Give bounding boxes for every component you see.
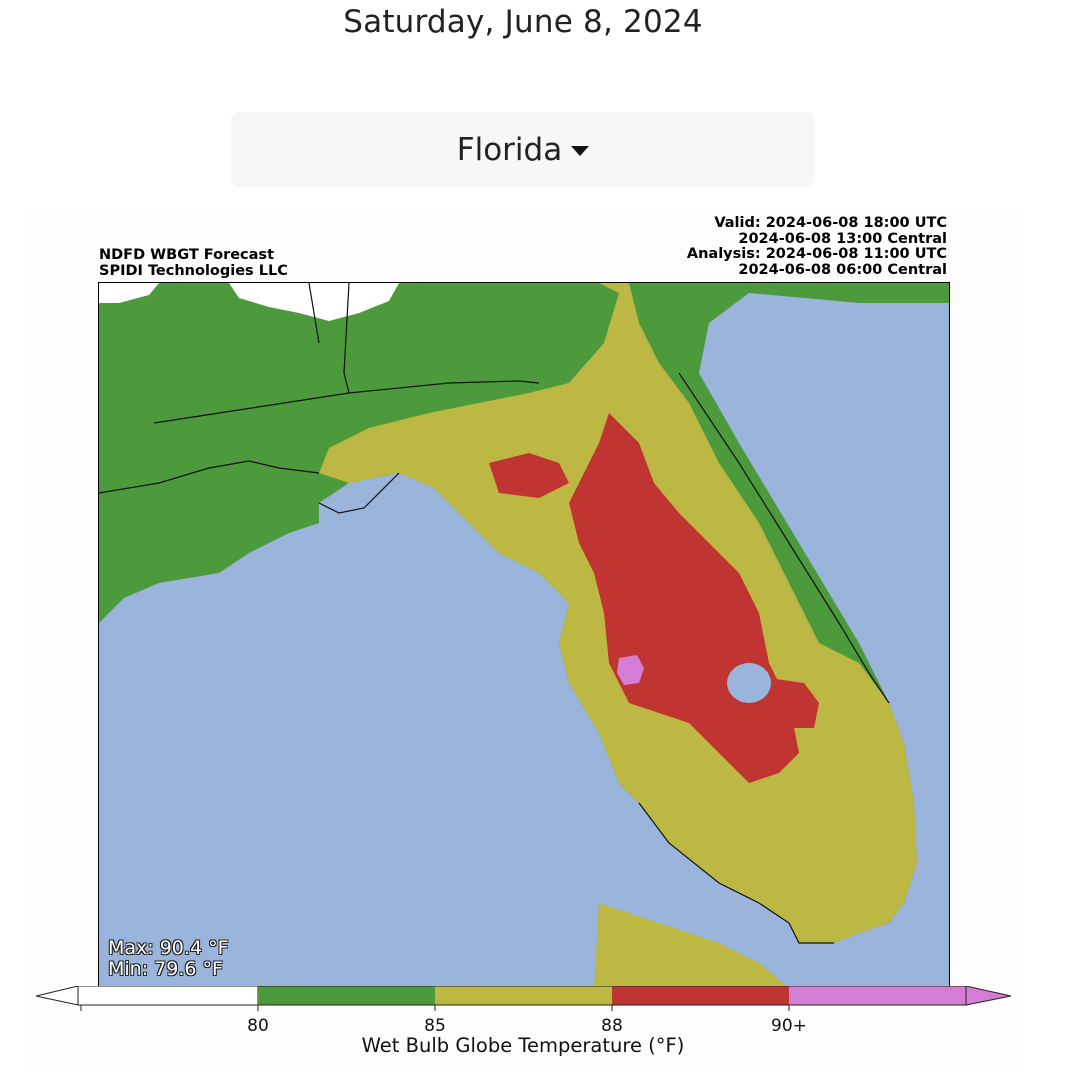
map-stats: Max: 90.4 °F Min: 79.6 °F [108, 938, 229, 980]
coastline [99, 372, 890, 944]
colorbar-tick-label-90: 90+ [771, 1016, 807, 1036]
colorbar-tick-label-85: 85 [424, 1016, 446, 1036]
state-boundary [153, 283, 540, 424]
caret-down-icon[interactable] [571, 145, 590, 156]
valid-utc: Valid: 2024-06-08 18:00 UTC [714, 215, 947, 231]
below-80-zone-north-2 [229, 283, 399, 321]
colorbar-bin-80-85 [258, 986, 435, 1005]
analysis-utc: Analysis: 2024-06-08 11:00 UTC [686, 246, 947, 262]
page-title: Saturday, June 8, 2024 [343, 4, 703, 40]
heat-zone-88-90-east [764, 678, 819, 728]
map-svg [99, 283, 949, 988]
colorbar-right-arrow [965, 986, 1011, 1006]
min-value: Min: 79.6 °F [108, 958, 223, 980]
figure-left-header: NDFD WBGT Forecast SPIDI Technologies LL… [99, 247, 288, 279]
colorbar-bin-90-plus [789, 986, 966, 1005]
wbgt-map [98, 282, 950, 989]
colorbar-bin-88-90 [612, 986, 789, 1005]
region-dropdown[interactable]: Florida [231, 112, 815, 187]
region-dropdown-label: Florida [456, 131, 563, 168]
wbgt-forecast-figure: NDFD WBGT Forecast SPIDI Technologies LL… [28, 208, 1018, 1068]
colorbar-bin-below-80 [77, 986, 259, 1006]
colorbar-title: Wet Bulb Globe Temperature (°F) [361, 1034, 685, 1057]
colorbar [36, 986, 1011, 1011]
colorbar-bin-85-88 [435, 986, 612, 1005]
valid-central: 2024-06-08 13:00 Central [738, 230, 947, 247]
colorbar-tick-label-80: 80 [247, 1016, 269, 1036]
florida-keys [594, 903, 789, 988]
colorbar-left-arrow [36, 986, 79, 1006]
lake-okeechobee [727, 663, 771, 703]
colorbar-tick-label-88: 88 [601, 1016, 623, 1036]
analysis-central: 2024-06-08 06:00 Central [738, 261, 947, 278]
forecast-product-title: NDFD WBGT Forecast [99, 247, 274, 263]
producer-name: SPIDI Technologies LLC [99, 262, 288, 279]
colorbar-frame [77, 986, 967, 1006]
colorbar-tick-labels: 80 85 88 90+ [28, 1016, 1018, 1036]
heat-zone-88-90-nw [489, 453, 569, 498]
heat-zone-90-plus [617, 655, 644, 685]
below-80-zone-north [99, 283, 159, 303]
max-value: Max: 90.4 °F [108, 937, 229, 959]
figure-right-header: Valid: 2024-06-08 18:00 UTC 2024-06-08 1… [686, 215, 947, 278]
